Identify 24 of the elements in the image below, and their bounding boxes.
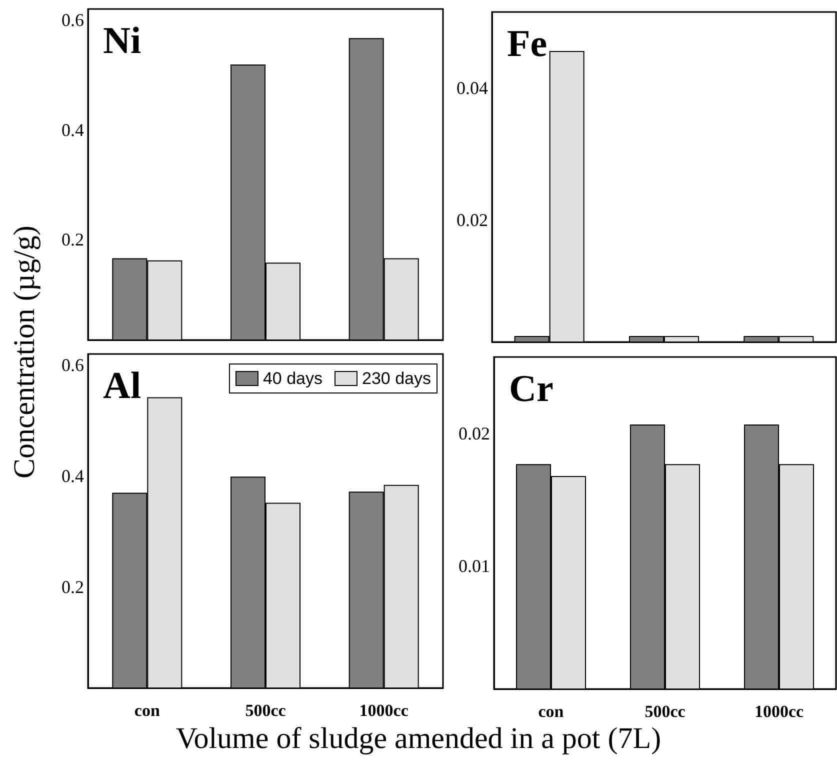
- x-tick-label: 1000cc: [359, 701, 409, 720]
- y-tick-label: 0.02: [456, 210, 488, 230]
- y-tick-label: 0.4: [62, 466, 84, 486]
- legend-label: 40 days: [262, 369, 323, 388]
- x-tick-label: 500cc: [644, 702, 686, 721]
- legend-label: 230 days: [362, 369, 432, 388]
- y-tick-label: 0.6: [62, 355, 84, 376]
- x-tick-label: 1000cc: [754, 702, 804, 721]
- y-tick-label: 0.4: [62, 120, 84, 140]
- x-tick-label: con: [134, 701, 160, 720]
- x-tick-label: con: [538, 702, 564, 721]
- x-tick-label: 500cc: [245, 701, 286, 720]
- y-tick-label: 0.2: [62, 230, 84, 250]
- y-tick-label: 0.6: [62, 10, 84, 30]
- y-tick-label: 0.04: [456, 78, 488, 98]
- y-tick-label: 0.2: [62, 577, 84, 598]
- y-axis-title: Concentration (µg/g): [8, 224, 42, 481]
- x-axis-title: Volume of sludge amended in a pot (7L): [174, 722, 662, 756]
- chart-title: Fe: [507, 23, 548, 65]
- y-tick-label: 0.01: [458, 556, 490, 576]
- chart-title: Cr: [509, 368, 554, 410]
- chart-title: Ni: [103, 20, 141, 62]
- y-tick-label: 0.02: [458, 424, 490, 444]
- chart-title: Al: [103, 365, 141, 407]
